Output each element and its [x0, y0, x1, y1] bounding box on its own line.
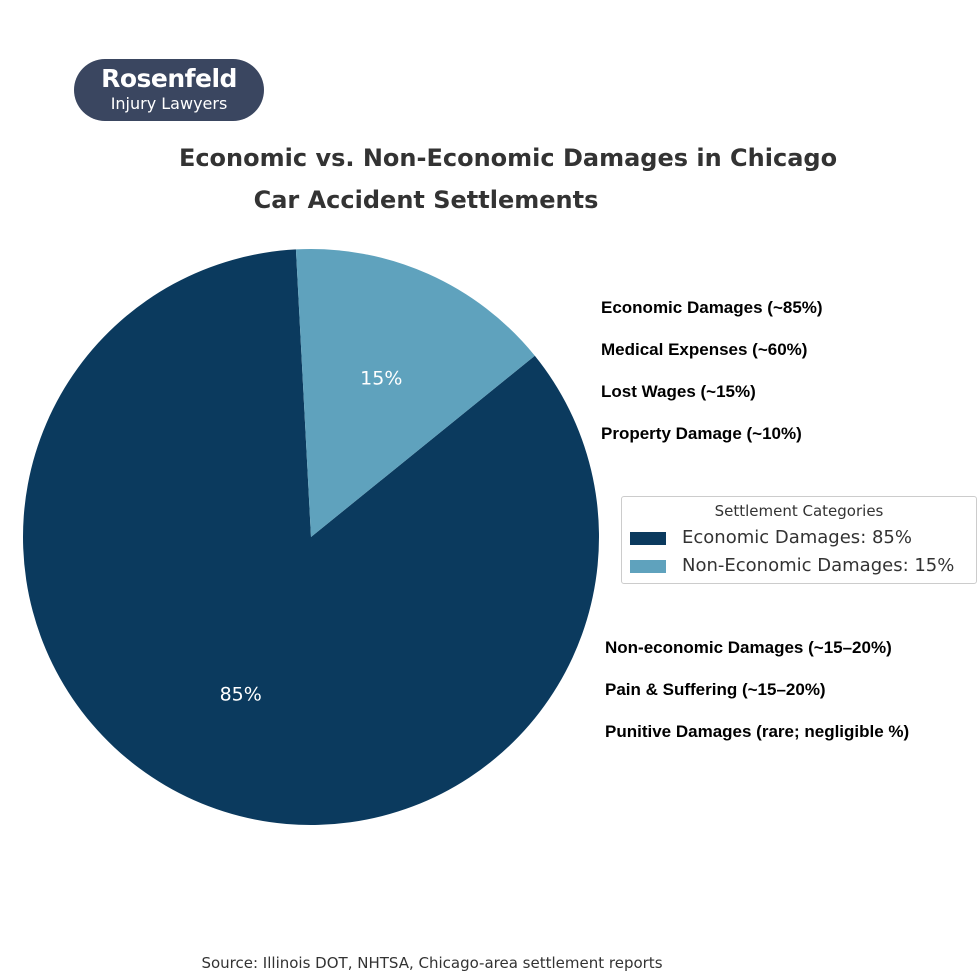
logo-name: Rosenfeld	[101, 64, 237, 93]
annotation-lost-wages: Lost Wages (~15%)	[601, 382, 756, 401]
pie-label-economic-damages: 85%	[220, 683, 262, 705]
legend-label-non-economic: Non-Economic Damages: 15%	[682, 555, 955, 576]
chart-title-line-1: Economic vs. Non-Economic Damages in Chi…	[178, 144, 838, 172]
legend-swatch-economic	[630, 532, 666, 545]
annotation-medical-expenses: Medical Expenses (~60%)	[601, 340, 808, 359]
brand-logo: Rosenfeld Injury Lawyers	[74, 59, 264, 121]
source-note: Source: Illinois DOT, NHTSA, Chicago-are…	[201, 954, 663, 972]
chart-legend: Settlement Categories Economic Damages: …	[621, 496, 977, 584]
annotation-pain-suffering: Pain & Suffering (~15–20%)	[605, 680, 826, 699]
legend-title: Settlement Categories	[714, 502, 884, 520]
annotation-property-damage: Property Damage (~10%)	[601, 424, 802, 443]
annotation-economic-damages: Economic Damages (~85%)	[601, 298, 823, 317]
chart-title-line-2: Car Accident Settlements	[253, 186, 599, 214]
pie-label-non-economic-damages: 15%	[360, 368, 402, 390]
legend-label-economic: Economic Damages: 85%	[682, 527, 912, 548]
pie-slice-non-economic-damages	[295, 249, 535, 538]
legend-swatch-non-economic	[630, 560, 666, 573]
annotation-punitive-damages: Punitive Damages (rare; negligible %)	[605, 722, 910, 741]
annotation-non-economic-damages: Non-economic Damages (~15–20%)	[605, 638, 892, 657]
pie-slice-economic-damages	[22, 249, 600, 825]
logo-tagline: Injury Lawyers	[110, 94, 228, 113]
